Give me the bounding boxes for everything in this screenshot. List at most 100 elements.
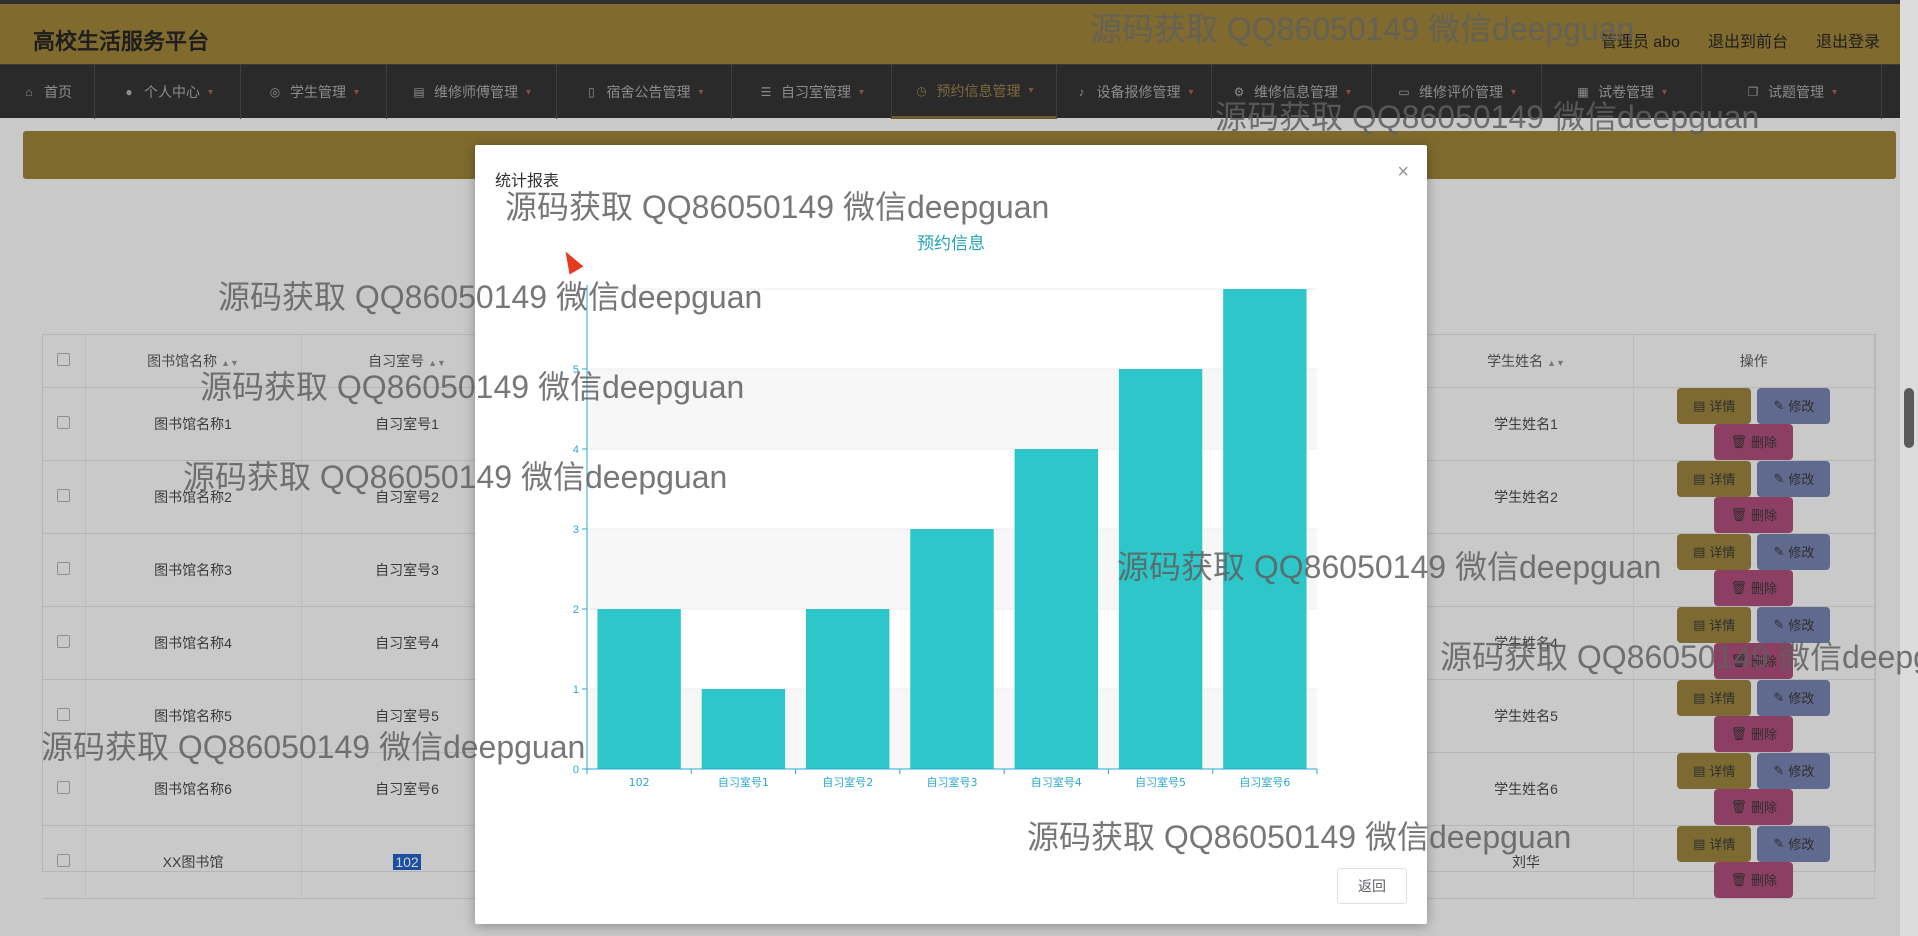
scrollbar-thumb[interactable] — [1904, 388, 1914, 448]
chart-bar — [806, 609, 890, 769]
header-library[interactable]: 图书馆名称 — [147, 352, 218, 369]
nav-item[interactable]: ▦ 试卷管理 ▾ — [1542, 65, 1702, 119]
cell-room: 102 — [393, 853, 421, 870]
edit-icon: ✎ — [1773, 543, 1785, 559]
nav-item[interactable]: ⚙ 维修信息管理 ▾ — [1212, 65, 1372, 119]
nav-item[interactable]: ● 个人中心 ▾ — [95, 65, 241, 119]
edit-icon: ✎ — [1773, 470, 1785, 486]
user-label: 管理员 abo — [1600, 34, 1680, 51]
edit-button[interactable]: ✎ 修改 — [1757, 533, 1831, 570]
delete-button[interactable]: 🗑 删除 — [1714, 861, 1794, 898]
select-all-checkbox[interactable] — [57, 352, 71, 366]
row-checkbox[interactable] — [57, 488, 71, 502]
x-tick-label: 自习室号1 — [718, 775, 769, 789]
sort-icon[interactable]: ▲▼ — [428, 357, 446, 368]
detail-button[interactable]: ▤ 详情 — [1677, 387, 1752, 424]
delete-button[interactable]: 🗑 删除 — [1714, 569, 1794, 606]
edit-button[interactable]: ✎ 修改 — [1757, 825, 1831, 862]
delete-label: 删除 — [1751, 581, 1778, 596]
row-checkbox[interactable] — [57, 561, 71, 575]
cell-student: 学生姓名5 — [1494, 707, 1558, 724]
delete-label: 删除 — [1751, 508, 1778, 523]
edit-label: 修改 — [1788, 545, 1815, 560]
gear-icon: ⚙ — [1233, 85, 1245, 99]
nav-item[interactable]: ◷ 预约信息管理 ▾ — [892, 65, 1057, 119]
trash-icon: 🗑 — [1730, 506, 1747, 522]
cell-student: 学生姓名4 — [1494, 634, 1558, 651]
detail-icon: ▤ — [1693, 835, 1706, 851]
nav-item[interactable]: ◎ 学生管理 ▾ — [241, 65, 387, 119]
detail-button[interactable]: ▤ 详情 — [1677, 606, 1752, 643]
nav-item[interactable]: ♪ 设备报修管理 ▾ — [1057, 65, 1212, 119]
student-icon: ◎ — [269, 85, 281, 99]
sort-icon[interactable]: ▲▼ — [221, 357, 239, 368]
delete-button[interactable]: 🗑 删除 — [1714, 423, 1794, 460]
nav-item[interactable]: ▭ 维修评价管理 ▾ — [1372, 65, 1542, 119]
nav-item[interactable]: ▤ 维修师傅管理 ▾ — [387, 65, 557, 119]
close-icon[interactable]: × — [1397, 161, 1409, 183]
edit-icon: ✎ — [1773, 689, 1785, 705]
chart-bar — [1014, 449, 1098, 769]
header-actions: 管理员 abo 退出到前台 退出登录 — [1601, 28, 1880, 52]
front-link[interactable]: 退出到前台 — [1707, 34, 1788, 51]
app-title: 高校生活服务平台 — [33, 29, 210, 54]
repairman-icon: ▤ — [413, 85, 425, 99]
nav-item-label: 预约信息管理 — [936, 82, 1021, 99]
edit-button[interactable]: ✎ 修改 — [1757, 679, 1831, 716]
nav-item[interactable]: ⌂ 首页 — [0, 65, 95, 119]
row-checkbox[interactable] — [57, 853, 71, 867]
row-checkbox[interactable] — [57, 780, 71, 794]
row-checkbox[interactable] — [57, 415, 71, 429]
delete-label: 删除 — [1751, 800, 1778, 815]
chart-bar — [701, 689, 786, 769]
chevron-down-icon: ▾ — [353, 86, 360, 98]
chevron-down-icon: ▾ — [858, 86, 865, 98]
sort-icon[interactable]: ▲▼ — [1547, 357, 1565, 368]
detail-button[interactable]: ▤ 详情 — [1677, 533, 1752, 570]
header-room[interactable]: 自习室号 — [368, 352, 425, 369]
header-student[interactable]: 学生姓名 — [1487, 352, 1544, 369]
cell-library: 图书馆名称2 — [154, 488, 232, 505]
detail-label: 详情 — [1709, 399, 1736, 414]
nav-item[interactable]: ☰ 自习室管理 ▾ — [732, 65, 892, 119]
header-ops: 操作 — [1739, 352, 1768, 369]
edit-label: 修改 — [1788, 399, 1815, 414]
edit-icon: ✎ — [1773, 616, 1785, 632]
delete-label: 删除 — [1751, 727, 1778, 742]
y-tick-label: 4 — [573, 444, 579, 456]
detail-button[interactable]: ▤ 详情 — [1677, 679, 1752, 716]
edit-button[interactable]: ✎ 修改 — [1757, 752, 1831, 789]
nav-item-label: 设备报修管理 — [1096, 84, 1181, 100]
detail-button[interactable]: ▤ 详情 — [1677, 825, 1752, 862]
page-scrollbar[interactable] — [1900, 0, 1918, 936]
delete-button[interactable]: 🗑 删除 — [1714, 715, 1794, 752]
chevron-down-icon: ▾ — [207, 86, 214, 98]
edit-label: 修改 — [1788, 472, 1815, 487]
nav-item[interactable]: ❐ 试题管理 ▾ — [1702, 65, 1882, 119]
cell-library: 图书馆名称3 — [154, 561, 232, 578]
nav-item-label: 宿舍公告管理 — [606, 84, 691, 100]
logout-link[interactable]: 退出登录 — [1815, 34, 1880, 51]
delete-button[interactable]: 🗑 删除 — [1714, 788, 1794, 825]
detail-label: 详情 — [1709, 691, 1736, 706]
cell-room: 自习室号5 — [375, 707, 439, 724]
delete-button[interactable]: 🗑 删除 — [1714, 496, 1794, 533]
mic-icon: ♪ — [1078, 85, 1085, 99]
nav-item-label: 个人中心 — [143, 84, 200, 100]
row-checkbox[interactable] — [57, 707, 71, 721]
detail-button[interactable]: ▤ 详情 — [1677, 460, 1752, 497]
chevron-down-icon: ▾ — [1345, 86, 1352, 98]
detail-icon: ▤ — [1693, 616, 1706, 632]
edit-button[interactable]: ✎ 修改 — [1757, 387, 1831, 424]
chart-bar — [1118, 369, 1203, 769]
clock-icon: ◷ — [916, 83, 927, 98]
detail-button[interactable]: ▤ 详情 — [1677, 752, 1752, 789]
edit-button[interactable]: ✎ 修改 — [1757, 460, 1831, 497]
back-button[interactable]: 返回 — [1337, 868, 1407, 904]
detail-icon: ▤ — [1693, 762, 1706, 778]
detail-label: 详情 — [1709, 545, 1736, 560]
delete-button[interactable]: 🗑 删除 — [1714, 642, 1794, 679]
edit-button[interactable]: ✎ 修改 — [1757, 606, 1831, 643]
row-checkbox[interactable] — [57, 634, 71, 648]
nav-item[interactable]: ▯ 宿舍公告管理 ▾ — [557, 65, 732, 119]
